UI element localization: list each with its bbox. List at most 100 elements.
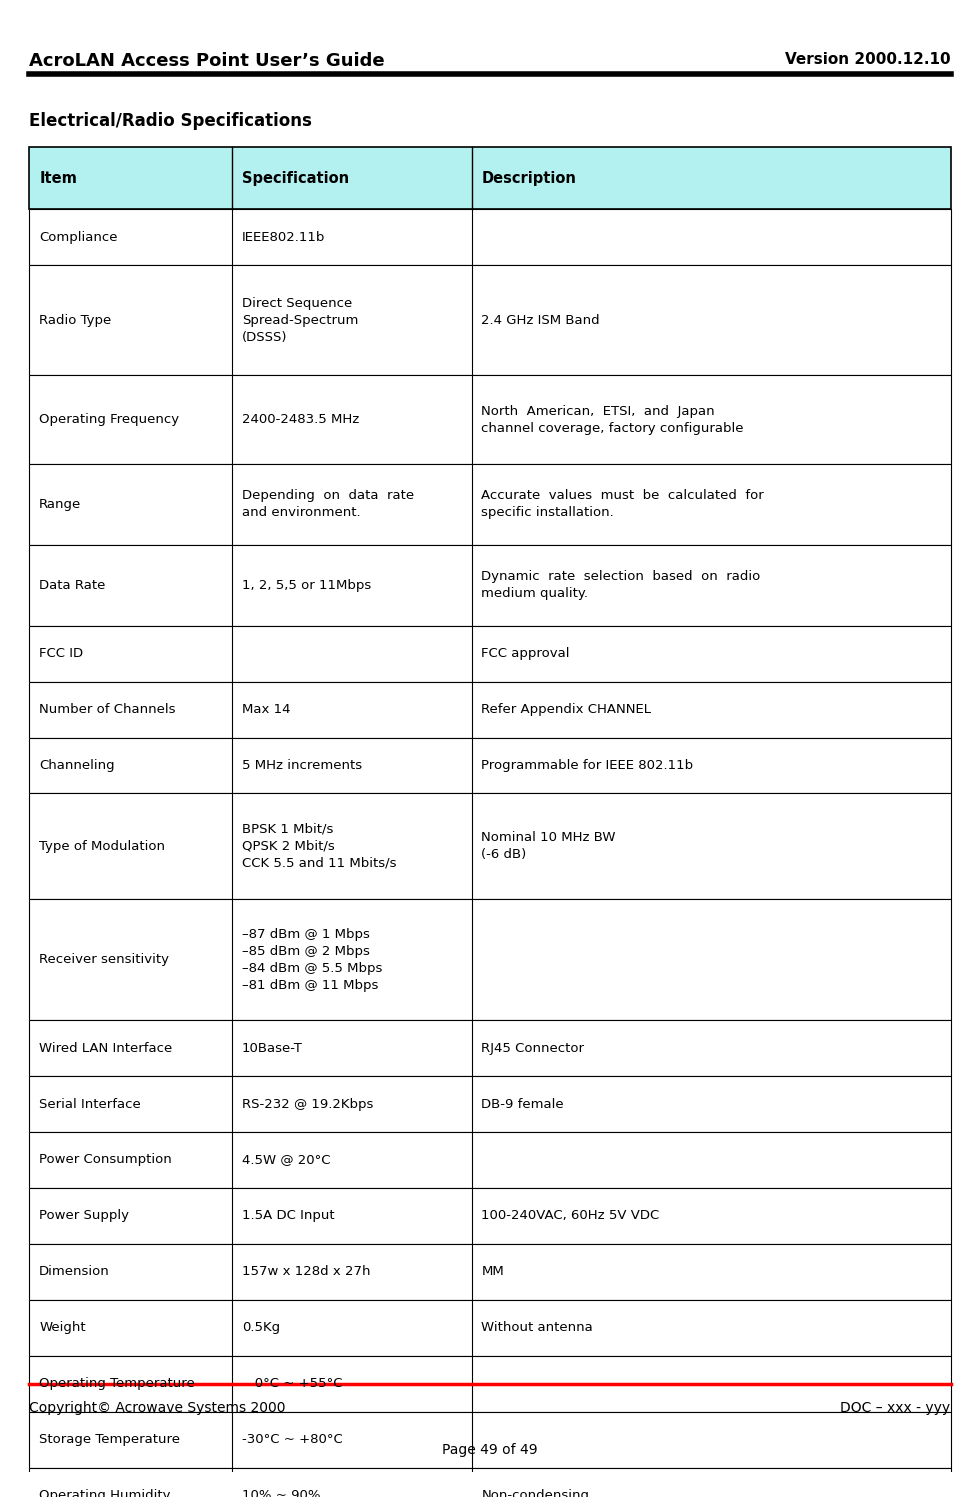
Text: Operating Temperature: Operating Temperature	[39, 1377, 195, 1391]
Text: FCC approval: FCC approval	[481, 647, 570, 660]
Bar	[29, 1299, 951, 1356]
Bar	[29, 464, 951, 545]
Text: Operating Frequency: Operating Frequency	[39, 413, 179, 427]
Bar	[29, 1076, 951, 1132]
Text: 5 MHz increments: 5 MHz increments	[242, 759, 362, 772]
Text: Power Consumption: Power Consumption	[39, 1154, 172, 1166]
Bar	[29, 1019, 951, 1076]
Bar	[29, 1412, 951, 1467]
Text: Description: Description	[481, 171, 576, 186]
Bar	[29, 681, 951, 738]
Text: FCC ID: FCC ID	[39, 647, 83, 660]
Text: Copyright© Acrowave Systems 2000: Copyright© Acrowave Systems 2000	[29, 1401, 286, 1415]
Text: IEEE802.11b: IEEE802.11b	[242, 231, 325, 244]
Bar	[29, 1189, 951, 1244]
Text: RJ45 Connector: RJ45 Connector	[481, 1042, 584, 1054]
Bar	[29, 1189, 951, 1244]
Text: AcroLAN Access Point User’s Guide: AcroLAN Access Point User’s Guide	[29, 51, 385, 69]
Text: Dynamic  rate  selection  based  on  radio
medium quality.: Dynamic rate selection based on radio me…	[481, 570, 760, 600]
Text: Power Supply: Power Supply	[39, 1210, 129, 1223]
Bar	[29, 1356, 951, 1412]
Bar	[29, 626, 951, 681]
Text: Specification: Specification	[242, 171, 349, 186]
Text: BPSK 1 Mbit/s
QPSK 2 Mbit/s
CCK 5.5 and 11 Mbits/s: BPSK 1 Mbit/s QPSK 2 Mbit/s CCK 5.5 and …	[242, 823, 396, 870]
Bar	[29, 900, 951, 1019]
Bar	[29, 681, 951, 738]
Bar	[29, 738, 951, 793]
Text: North  American,  ETSI,  and  Japan
channel coverage, factory configurable: North American, ETSI, and Japan channel …	[481, 404, 744, 434]
Bar	[29, 1132, 951, 1189]
Text: Accurate  values  must  be  calculated  for
specific installation.: Accurate values must be calculated for s…	[481, 490, 764, 519]
Bar	[29, 1299, 951, 1356]
Bar	[29, 1467, 951, 1497]
Bar	[29, 545, 951, 626]
Text: 0.5Kg: 0.5Kg	[242, 1322, 280, 1334]
Bar	[29, 1467, 951, 1497]
Text: Range: Range	[39, 497, 81, 510]
Text: 2.4 GHz ISM Band: 2.4 GHz ISM Band	[481, 314, 600, 326]
Text: DOC – xxx - yyy: DOC – xxx - yyy	[841, 1401, 951, 1415]
Bar	[29, 545, 951, 626]
Bar	[29, 1019, 951, 1076]
Bar	[29, 1244, 951, 1299]
Bar	[29, 738, 951, 793]
Bar	[29, 210, 951, 265]
Bar	[29, 376, 951, 464]
Text: Item: Item	[39, 171, 77, 186]
Bar	[29, 210, 951, 265]
Text: Channeling: Channeling	[39, 759, 115, 772]
Text: Data Rate: Data Rate	[39, 579, 106, 591]
Text: Max 14: Max 14	[242, 704, 290, 716]
Bar	[29, 793, 951, 900]
Text: Type of Modulation: Type of Modulation	[39, 840, 166, 853]
Bar	[29, 1244, 951, 1299]
Text: 4.5W @ 20°C: 4.5W @ 20°C	[242, 1154, 330, 1166]
Text: Radio Type: Radio Type	[39, 314, 112, 326]
Text: –87 dBm @ 1 Mbps
–85 dBm @ 2 Mbps
–84 dBm @ 5.5 Mbps
–81 dBm @ 11 Mbps: –87 dBm @ 1 Mbps –85 dBm @ 2 Mbps –84 dB…	[242, 928, 382, 993]
Bar	[29, 900, 951, 1019]
Bar	[29, 147, 951, 210]
Text: RS-232 @ 19.2Kbps: RS-232 @ 19.2Kbps	[242, 1097, 373, 1111]
Text: 10Base-T: 10Base-T	[242, 1042, 303, 1054]
Text: 1.5A DC Input: 1.5A DC Input	[242, 1210, 334, 1223]
Text: Refer Appendix CHANNEL: Refer Appendix CHANNEL	[481, 704, 652, 716]
Bar	[29, 1412, 951, 1467]
Bar	[29, 464, 951, 545]
Text: Direct Sequence
Spread-Spectrum
(DSSS): Direct Sequence Spread-Spectrum (DSSS)	[242, 296, 359, 344]
Text: 1, 2, 5,5 or 11Mbps: 1, 2, 5,5 or 11Mbps	[242, 579, 371, 591]
Text: Weight: Weight	[39, 1322, 86, 1334]
Bar	[29, 1076, 951, 1132]
Text: Without antenna: Without antenna	[481, 1322, 593, 1334]
Bar	[29, 376, 951, 464]
Bar	[29, 1132, 951, 1189]
Text: Depending  on  data  rate
and environment.: Depending on data rate and environment.	[242, 490, 414, 519]
Bar	[29, 793, 951, 900]
Text: Version 2000.12.10: Version 2000.12.10	[785, 51, 951, 66]
Text: 100-240VAC, 60Hz 5V VDC: 100-240VAC, 60Hz 5V VDC	[481, 1210, 660, 1223]
Text: Nominal 10 MHz BW
(-6 dB): Nominal 10 MHz BW (-6 dB)	[481, 831, 615, 861]
Text: 10% ~ 90%: 10% ~ 90%	[242, 1490, 320, 1497]
Text: Page 49 of 49: Page 49 of 49	[442, 1443, 538, 1457]
Text: Receiver sensitivity: Receiver sensitivity	[39, 954, 170, 966]
Text: Programmable for IEEE 802.11b: Programmable for IEEE 802.11b	[481, 759, 694, 772]
Bar	[29, 1356, 951, 1412]
Text: Storage Temperature: Storage Temperature	[39, 1433, 180, 1446]
Text: 2400-2483.5 MHz: 2400-2483.5 MHz	[242, 413, 359, 427]
Text: MM: MM	[481, 1265, 504, 1278]
Text: Wired LAN Interface: Wired LAN Interface	[39, 1042, 172, 1054]
Text: Electrical/Radio Specifications: Electrical/Radio Specifications	[29, 112, 313, 130]
Bar	[29, 265, 951, 376]
Text: -30°C ~ +80°C: -30°C ~ +80°C	[242, 1433, 343, 1446]
Bar	[29, 626, 951, 681]
Text: Number of Channels: Number of Channels	[39, 704, 175, 716]
Text: Serial Interface: Serial Interface	[39, 1097, 141, 1111]
Text: 157w x 128d x 27h: 157w x 128d x 27h	[242, 1265, 370, 1278]
Text: Non-condensing: Non-condensing	[481, 1490, 589, 1497]
Text: Operating Humidity: Operating Humidity	[39, 1490, 171, 1497]
Text: DB-9 female: DB-9 female	[481, 1097, 564, 1111]
Text: 0°C ~ +55°C: 0°C ~ +55°C	[242, 1377, 342, 1391]
Bar	[29, 147, 951, 210]
Text: Compliance: Compliance	[39, 231, 118, 244]
Text: Dimension: Dimension	[39, 1265, 110, 1278]
Bar	[29, 265, 951, 376]
